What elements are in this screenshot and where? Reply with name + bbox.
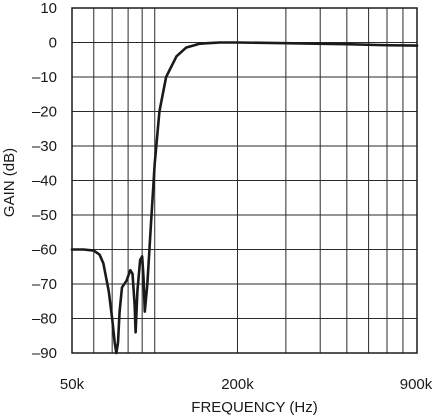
gain-curve-line: [70, 41, 419, 355]
y-tick-label: –50: [32, 207, 57, 224]
curve-layer: [70, 41, 419, 355]
y-tick-label: –40: [32, 173, 57, 190]
x-tick-labels: 50k 200k 900k: [60, 376, 433, 393]
x-tick-label: 50k: [60, 376, 85, 393]
y-tick-label: 0: [49, 35, 57, 52]
x-tick-label: 200k: [221, 376, 254, 393]
y-tick-label: 10: [40, 0, 57, 17]
y-tick-label: –30: [32, 138, 57, 155]
grid-layer: [71, 7, 418, 354]
y-tick-label: –70: [32, 276, 57, 293]
y-tick-label: –80: [32, 311, 57, 328]
plot-frame: [71, 7, 418, 354]
x-axis-title: FREQUENCY (Hz): [191, 399, 317, 416]
y-tick-label: –90: [32, 345, 57, 362]
y-tick-label: –10: [32, 69, 57, 86]
x-tick-label: 900k: [400, 376, 433, 393]
y-tick-label: –20: [32, 104, 57, 121]
y-tick-label: –60: [32, 242, 57, 259]
y-axis-title: GAIN (dB): [1, 148, 18, 217]
y-tick-labels: 10 0 –10 –20 –30 –40 –50 –60 –70 –80 –90: [32, 0, 57, 362]
